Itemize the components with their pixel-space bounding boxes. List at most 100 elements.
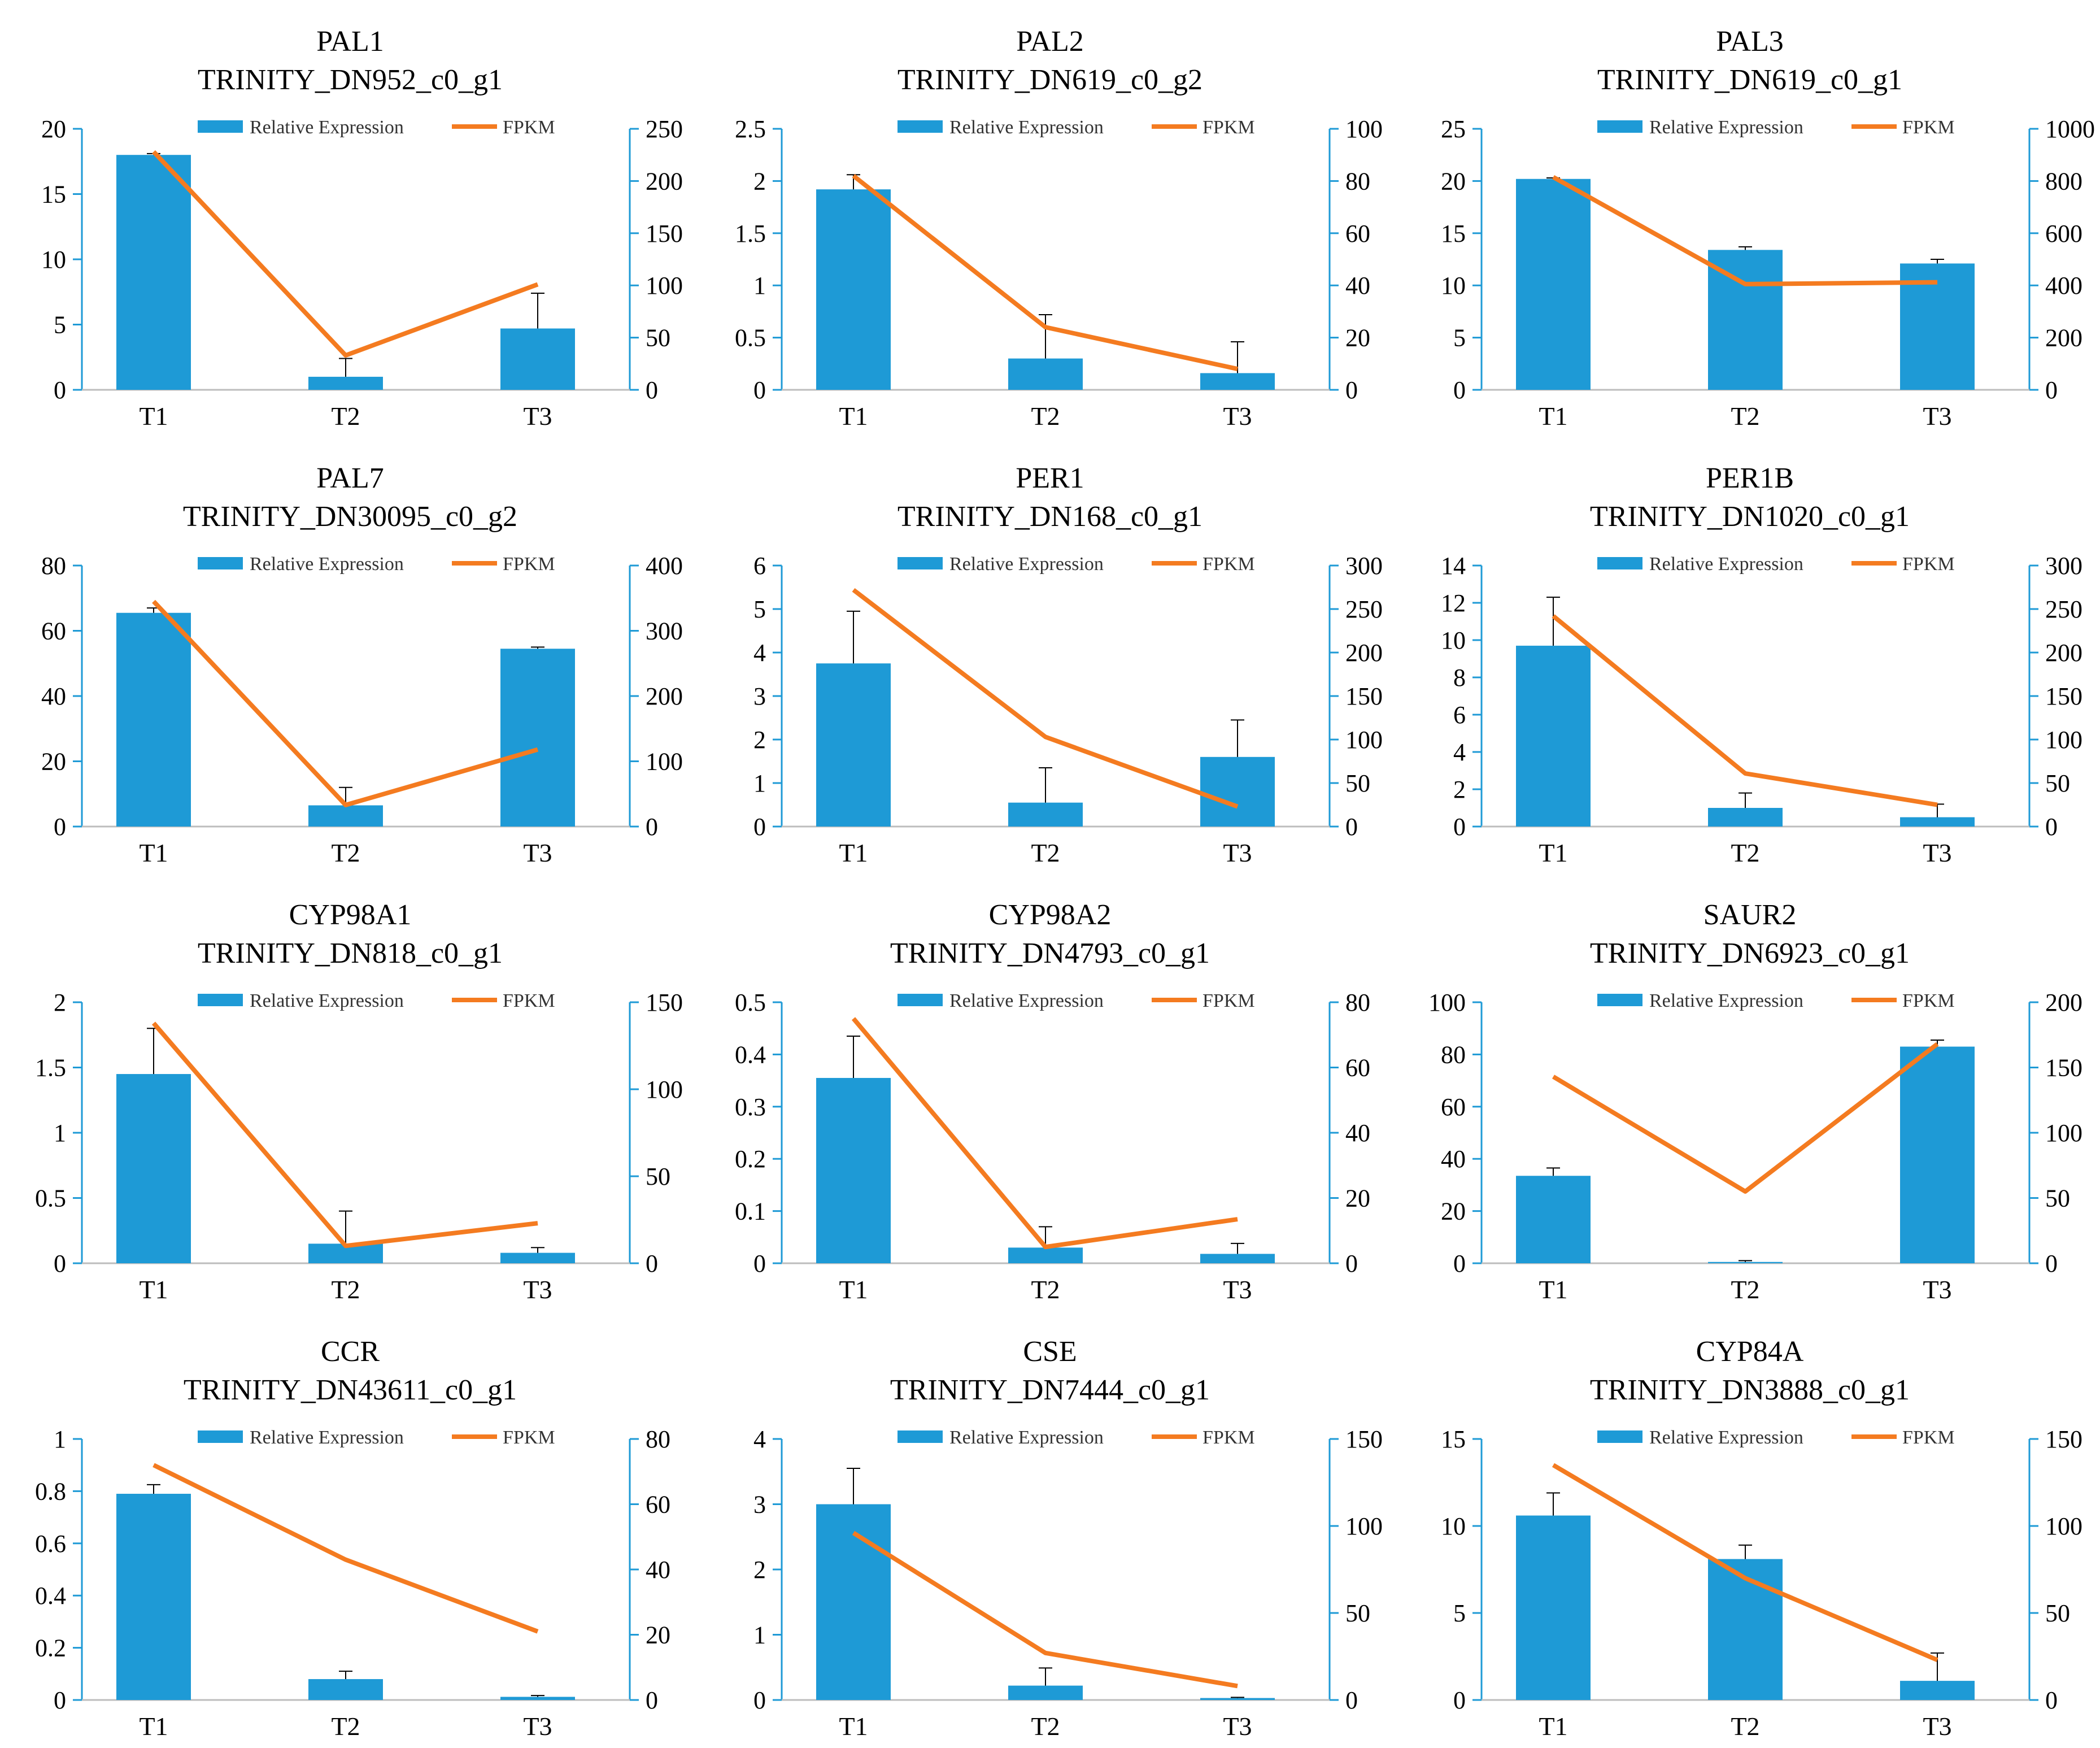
left-tick-label: 0	[54, 376, 66, 404]
left-tick-label: 15	[41, 181, 66, 208]
left-tick-label: 3	[753, 1491, 766, 1519]
legend-bar-swatch	[897, 557, 943, 569]
bar	[308, 1679, 383, 1700]
left-tick-label: 2	[753, 1556, 766, 1584]
fpkm-line	[1552, 1042, 1939, 1194]
legend-bar-label: Relative Expression	[250, 1427, 404, 1448]
right-tick-label: 400	[2045, 272, 2082, 299]
bar	[1516, 1176, 1591, 1263]
right-tick-label: 100	[2045, 726, 2082, 754]
bar	[500, 328, 575, 390]
x-tick-label: T1	[1539, 1275, 1567, 1304]
chart-title-id: TRINITY_DN7444_c0_g1	[890, 1374, 1210, 1406]
bar	[1516, 1515, 1591, 1700]
left-tick-label: 5	[54, 311, 66, 339]
left-tick-label: 15	[1441, 1425, 1466, 1453]
right-tick-label: 50	[1345, 769, 1370, 797]
right-tick-label: 0	[1345, 1250, 1358, 1277]
right-tick-label: 0	[1345, 813, 1358, 841]
bar	[1708, 1559, 1783, 1700]
legend-bar-swatch	[198, 994, 243, 1006]
bar	[1708, 1262, 1783, 1263]
chart-panel-pal7: PAL7 TRINITY_DN30095_c0_g2 Relative Expres…	[0, 437, 700, 873]
left-tick-label: 4	[753, 639, 766, 667]
legend-line-label: FPKM	[1203, 554, 1255, 575]
right-tick-label: 0	[1345, 376, 1358, 404]
chart-title-gene: PAL2	[1016, 25, 1083, 58]
right-tick-label: 200	[2045, 989, 2082, 1016]
x-tick-label: T3	[523, 1275, 552, 1304]
left-tick-label: 0.6	[35, 1530, 66, 1558]
left-tick-label: 5	[753, 595, 766, 623]
left-tick-label: 2	[753, 167, 766, 195]
chart-panel-cyp84a: CYP84A TRINITY_DN3888_c0_g1 Relative Expre…	[1400, 1310, 2099, 1747]
right-tick-label: 0	[646, 1250, 658, 1277]
right-tick-label: 50	[646, 1163, 670, 1190]
right-tick-label: 300	[1345, 552, 1383, 580]
chart-title-id: TRINITY_DN168_c0_g1	[897, 501, 1203, 533]
right-tick-label: 1000	[2045, 115, 2095, 143]
bar	[816, 663, 891, 827]
right-tick-label: 200	[646, 682, 683, 710]
bar	[308, 805, 383, 827]
chart-svg: CCR TRINITY_DN43611_c0_g1 Relative Express…	[35, 1336, 670, 1741]
chart-panel-pal3: PAL3 TRINITY_DN619_c0_g1 Relative Expressi…	[1400, 0, 2099, 437]
left-tick-label: 0	[1453, 1250, 1466, 1277]
legend-bar-label: Relative Expression	[250, 990, 404, 1011]
left-tick-label: 0	[54, 1686, 66, 1714]
chart-svg: CYP84A TRINITY_DN3888_c0_g1 Relative Expre…	[1441, 1336, 2082, 1741]
legend-line-label: FPKM	[1902, 990, 1955, 1011]
right-tick-label: 20	[1345, 324, 1370, 352]
bar	[1900, 817, 1975, 827]
bar	[816, 189, 891, 390]
x-tick-label: T3	[523, 402, 552, 431]
legend-line-label: FPKM	[1203, 990, 1255, 1011]
bar	[500, 649, 575, 827]
left-tick-label: 10	[41, 246, 66, 273]
x-tick-label: T1	[1539, 1712, 1567, 1741]
legend-line-label: FPKM	[1902, 1427, 1955, 1448]
bar	[500, 1253, 575, 1263]
fpkm-line	[852, 588, 1239, 809]
chart-title-gene: PAL7	[316, 462, 384, 494]
right-tick-label: 50	[646, 324, 670, 352]
legend-line-label: FPKM	[1902, 117, 1955, 138]
left-tick-label: 1	[753, 769, 766, 797]
left-tick-label: 0	[753, 813, 766, 841]
x-tick-label: T1	[839, 1712, 868, 1741]
left-tick-label: 2.5	[735, 115, 766, 143]
right-tick-label: 150	[646, 989, 683, 1016]
x-tick-label: T3	[1223, 1712, 1252, 1741]
left-tick-label: 1.5	[35, 1054, 66, 1082]
legend-bar-swatch	[1597, 994, 1642, 1006]
left-tick-label: 20	[1441, 1198, 1466, 1225]
right-tick-label: 20	[646, 1621, 670, 1649]
left-tick-label: 10	[1441, 627, 1466, 654]
legend-bar-swatch	[1597, 1430, 1642, 1443]
left-tick-label: 0	[753, 376, 766, 404]
left-tick-label: 0	[1453, 813, 1466, 841]
right-tick-label: 150	[1345, 682, 1383, 710]
chart-title-id: TRINITY_DN3888_c0_g1	[1590, 1374, 1910, 1406]
left-tick-label: 0.5	[735, 989, 766, 1016]
left-tick-label: 0.8	[35, 1477, 66, 1505]
legend-bar-label: Relative Expression	[1649, 554, 1803, 575]
chart-title-id: TRINITY_DN818_c0_g1	[198, 937, 503, 969]
right-tick-label: 100	[1345, 1512, 1383, 1540]
right-tick-label: 600	[2045, 220, 2082, 247]
fpkm-line	[1552, 1463, 1938, 1662]
legend-bar-swatch	[198, 120, 243, 133]
chart-title-id: TRINITY_DN43611_c0_g1	[184, 1374, 517, 1406]
right-tick-label: 80	[1345, 989, 1370, 1016]
left-tick-label: 40	[1441, 1145, 1466, 1173]
left-tick-label: 1	[54, 1425, 66, 1453]
legend-bar-label: Relative Expression	[1649, 990, 1803, 1011]
right-tick-label: 250	[1345, 595, 1383, 623]
x-tick-label: T1	[139, 838, 168, 867]
left-tick-label: 5	[1453, 324, 1466, 352]
left-tick-label: 0.5	[35, 1185, 66, 1212]
right-tick-label: 50	[2045, 1599, 2070, 1627]
chart-title-gene: CYP84A	[1696, 1336, 1804, 1368]
legend-bar-swatch	[897, 1430, 943, 1443]
x-tick-label: T3	[1923, 402, 1951, 431]
